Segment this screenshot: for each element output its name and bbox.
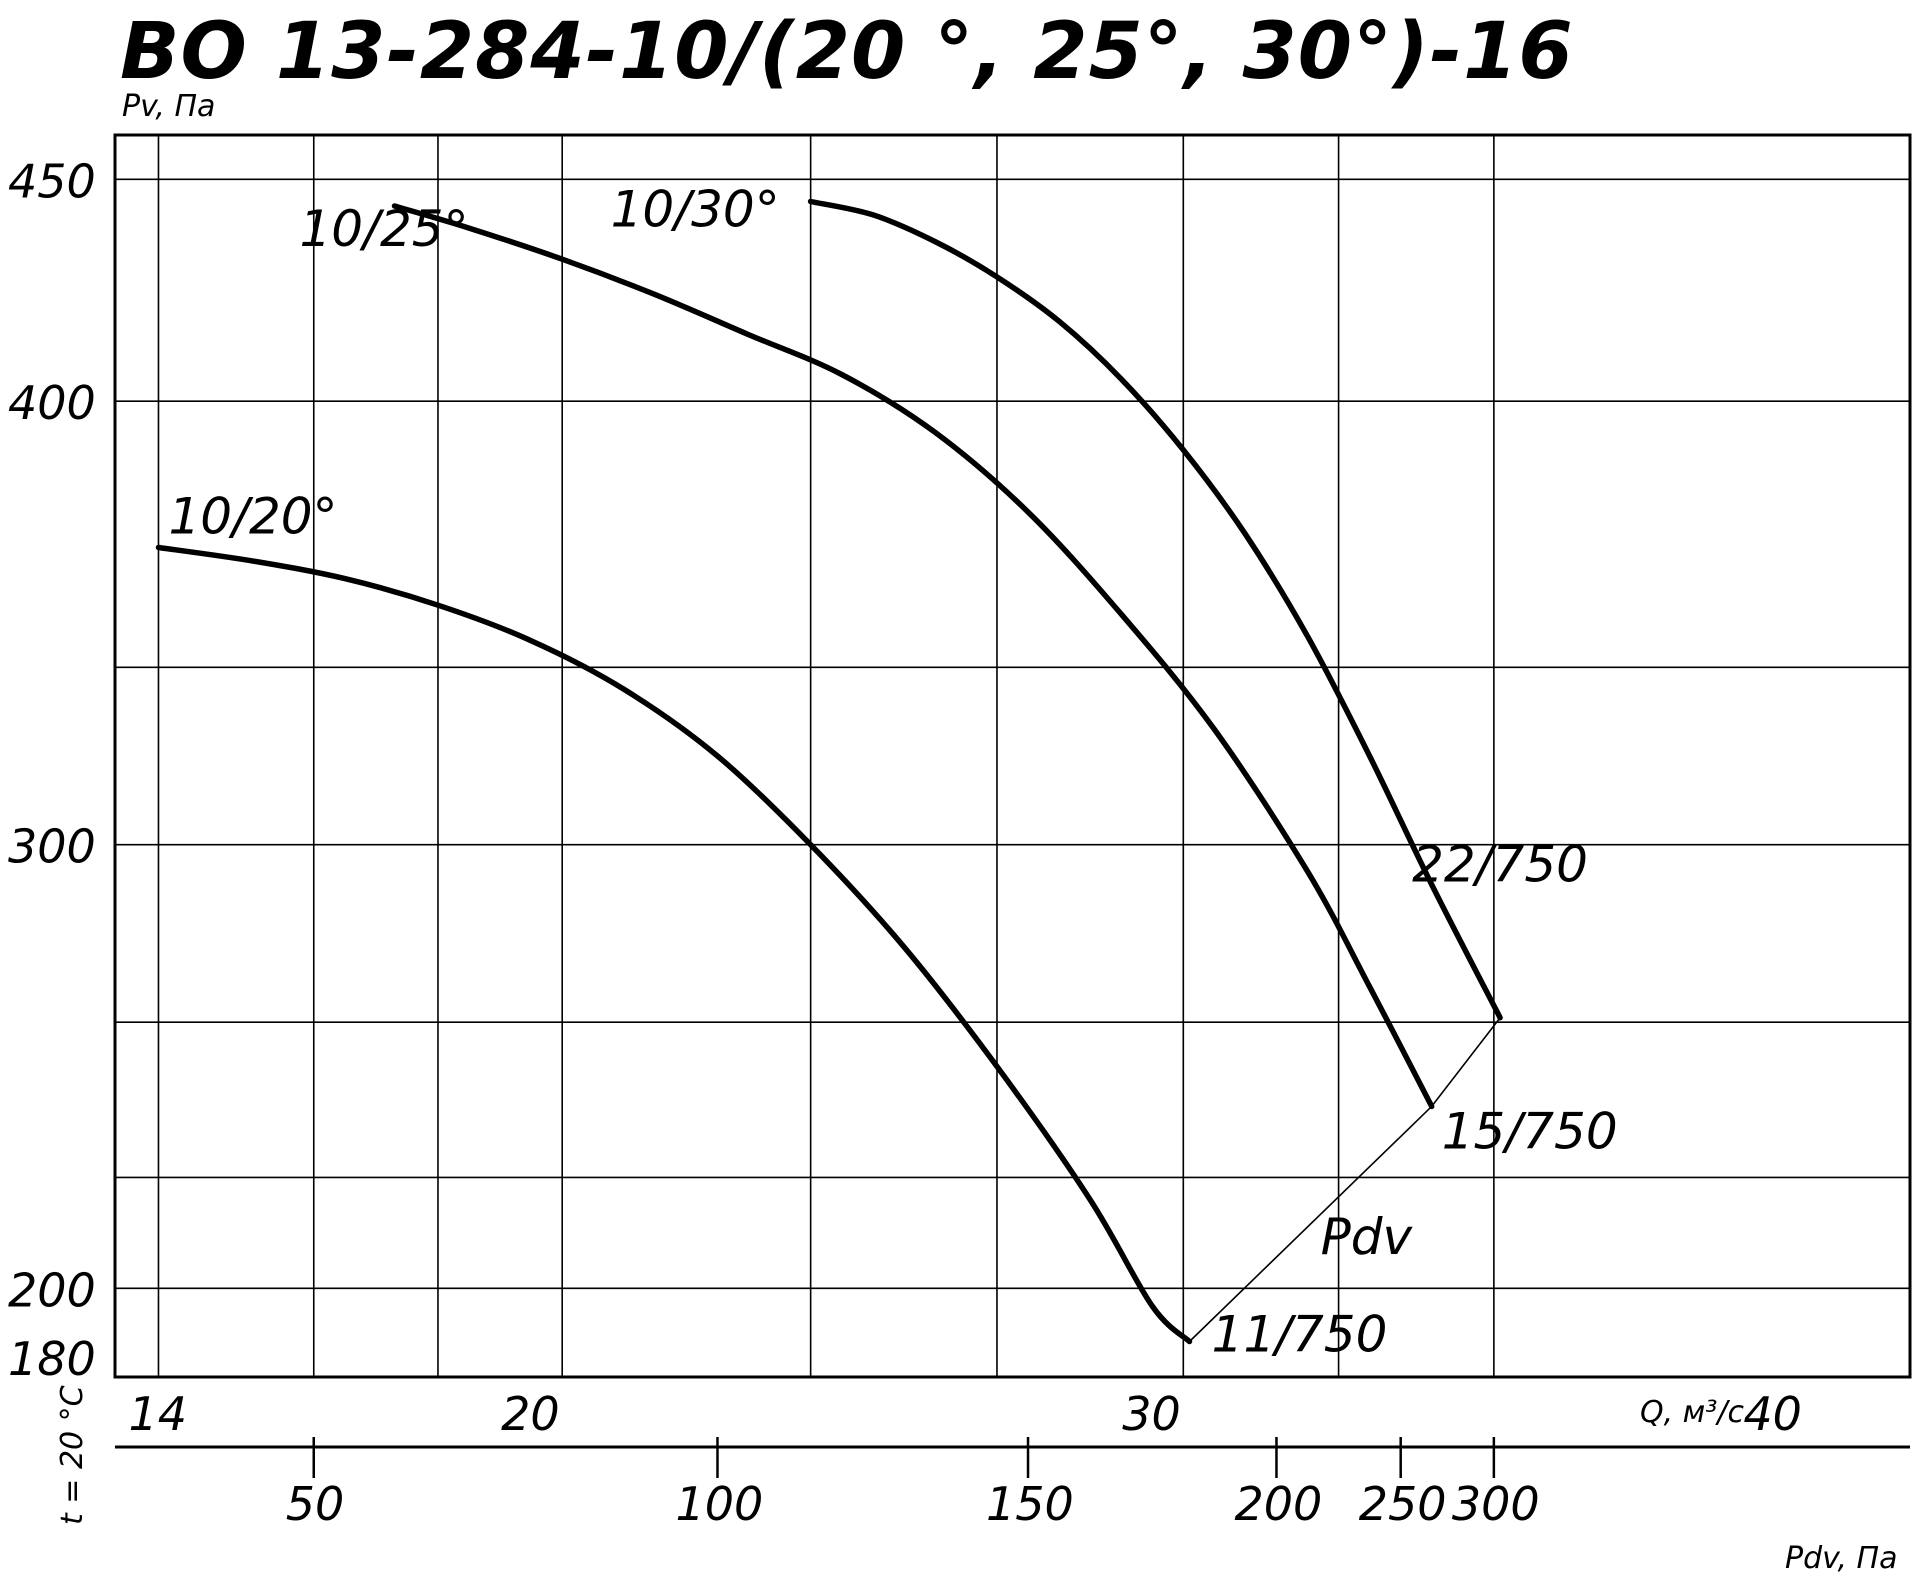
series-name-label: 10/30° xyxy=(611,181,780,239)
pdv-tick-label: 50 xyxy=(286,1477,345,1531)
series-curve xyxy=(807,198,1503,1021)
chart-title: ВО 13-284-10/(20 °, 25°, 30°)-16 xyxy=(120,7,1574,97)
pdv-axis-label: Pdv, Па xyxy=(1785,1541,1897,1576)
x-axis-label: Q, м³/с xyxy=(1640,1395,1744,1430)
endpoint-label: 15/750 xyxy=(1442,1102,1618,1160)
x-tick-labels: 14 20 30 40 xyxy=(128,1387,1801,1441)
pdv-line xyxy=(1188,1017,1501,1343)
pdv-polyline xyxy=(1188,1017,1501,1343)
pdv-tick-label: 150 xyxy=(986,1477,1074,1531)
x-tick-label: 30 xyxy=(1122,1387,1181,1441)
series-name-label: 10/25° xyxy=(299,200,468,258)
y-tick-label: 200 xyxy=(8,1263,96,1317)
y-tick-labels: 450 400 300 200 180 xyxy=(8,154,96,1386)
y-tick-label: 400 xyxy=(8,376,96,430)
y-tick-label: 180 xyxy=(8,1332,96,1386)
series-name-label: 10/20° xyxy=(168,488,337,546)
series-curves xyxy=(155,198,1503,1345)
plot-frame xyxy=(113,133,1912,1379)
pdv-tick-label: 100 xyxy=(675,1477,763,1531)
series-curve xyxy=(391,203,1435,1110)
y-tick-label: 450 xyxy=(8,154,96,208)
pdv-tick-marks: 50 100 150 200 250 300 xyxy=(286,1437,1540,1531)
pdv-tick-label: 250 xyxy=(1359,1477,1447,1531)
series-labels: 10/20° 10/25° 10/30° 11/750 15/750 22/750 Pdv xyxy=(168,181,1617,1364)
y-tick-label: 300 xyxy=(8,820,96,874)
endpoint-label: 11/750 xyxy=(1212,1306,1388,1364)
x-tick-label: 14 xyxy=(128,1387,187,1441)
x-tick-label: 20 xyxy=(501,1387,560,1441)
pdv-tick-label: 300 xyxy=(1452,1477,1540,1531)
series-curve xyxy=(155,544,1193,1345)
temperature-note: t = 20 °C xyxy=(55,1385,90,1525)
pdv-line-label: Pdv xyxy=(1321,1208,1414,1266)
x-tick-label: 40 xyxy=(1743,1387,1802,1441)
y-axis-label: Pv, Па xyxy=(122,89,215,124)
endpoint-label: 22/750 xyxy=(1412,836,1588,894)
pdv-tick-label: 200 xyxy=(1234,1477,1322,1531)
grid-lines xyxy=(115,135,1910,1377)
